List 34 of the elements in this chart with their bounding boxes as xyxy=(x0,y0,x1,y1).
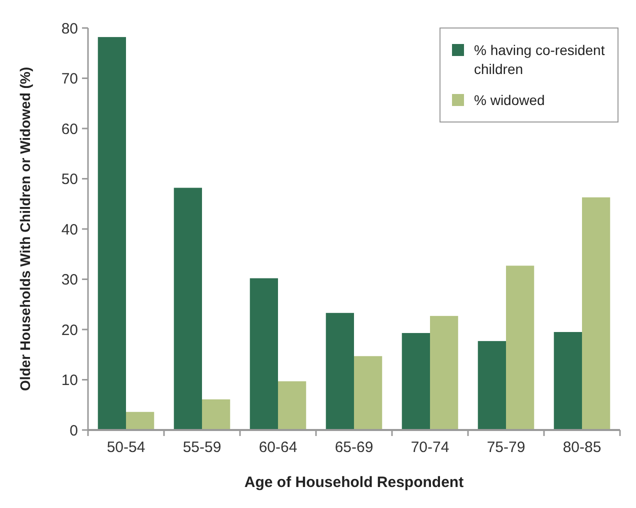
y-axis-title: Older Households With Children or Widowed (%) xyxy=(17,66,33,392)
x-tick-label: 50-54 xyxy=(106,439,146,456)
bar xyxy=(506,266,534,430)
legend-label: % having co-resident children xyxy=(474,42,605,77)
y-tick-label: 80 xyxy=(61,20,78,38)
x-axis-title: Age of Household Respondent xyxy=(244,474,464,491)
y-tick-label: 40 xyxy=(61,221,78,238)
bar xyxy=(202,399,230,430)
bar xyxy=(554,332,582,430)
y-tick-label: 60 xyxy=(61,120,78,138)
bar xyxy=(402,333,430,430)
bar xyxy=(354,356,382,430)
bar xyxy=(278,381,306,430)
y-tick-label: 50 xyxy=(61,171,78,188)
x-tick-label: 60-64 xyxy=(258,439,298,456)
y-tick-label: 0 xyxy=(70,422,78,440)
y-tick-label: 30 xyxy=(61,272,78,288)
y-tick-label: 20 xyxy=(61,322,78,339)
bar xyxy=(430,316,458,430)
x-tick-label: 65-69 xyxy=(334,439,374,456)
bar xyxy=(250,278,278,430)
bar xyxy=(326,312,354,430)
x-tick-label: 75-79 xyxy=(486,439,526,456)
x-tick-label: 80-85 xyxy=(562,439,602,456)
bar xyxy=(98,37,126,430)
bar xyxy=(174,188,202,430)
y-tick-label: 70 xyxy=(61,70,78,88)
y-tick-label: 10 xyxy=(61,372,78,389)
legend-label: % widowed xyxy=(474,92,545,108)
bar xyxy=(478,341,506,430)
bar xyxy=(582,197,610,430)
x-tick-label: 55-59 xyxy=(182,439,222,456)
bar xyxy=(126,412,154,430)
x-tick-label: 70-74 xyxy=(410,439,450,456)
